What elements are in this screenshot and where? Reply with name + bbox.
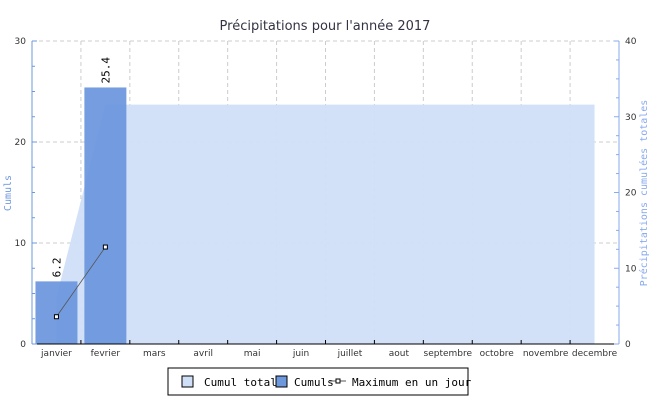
x-tick-label: avril — [193, 349, 213, 359]
y-tick-label: 10 — [15, 239, 27, 249]
y-tick-label: 30 — [15, 37, 27, 47]
y2-tick-label: 10 — [625, 264, 637, 274]
chart-title: Précipitations pour l'année 2017 — [220, 19, 431, 34]
axes: janvier fevrier mars avril mai juin juillet aou… — [15, 37, 637, 359]
x-tick-label: novembre — [523, 349, 569, 359]
y2-axis-label: Précipitations cumulées totales — [638, 100, 650, 287]
legend: Cumul total Cumuls Maximum en un jour — [167, 367, 472, 396]
data-label-fevrier: 25.4 — [99, 57, 112, 84]
line-maximum — [56, 246, 106, 317]
x-tick-label: octobre — [480, 349, 515, 359]
bar-fevrier — [84, 87, 127, 345]
y-axis-label: Cumuls — [3, 175, 14, 211]
line-layer — [53, 244, 108, 320]
x-tick-label: aout — [389, 349, 410, 359]
bar-layer: 6.2 25.4 — [35, 57, 127, 345]
x-tick-label: janvier — [40, 349, 72, 359]
legend-label-maximum: Maximum en un jour — [352, 376, 472, 389]
x-tick-label: mars — [143, 349, 166, 359]
y-tick-label: 20 — [15, 138, 27, 148]
area-cumul-total — [56, 104, 595, 344]
x-tick-label: decembre — [572, 349, 618, 359]
legend-swatch-cumul-total — [181, 375, 194, 388]
x-tick-label: fevrier — [91, 349, 121, 359]
line-point — [53, 314, 59, 320]
line-point — [102, 244, 108, 250]
bar-janvier — [35, 281, 78, 344]
y2-tick-label: 20 — [625, 189, 637, 199]
legend-swatch-cumuls — [275, 375, 288, 388]
x-tick-label: septembre — [424, 349, 473, 359]
y2-tick-label: 0 — [625, 340, 631, 350]
y2-tick-label: 40 — [625, 37, 637, 47]
x-tick-label: juillet — [337, 349, 363, 359]
legend-label-cumul-total: Cumul total — [204, 376, 277, 389]
y2-tick-label: 30 — [625, 113, 637, 123]
x-tick-label: juin — [292, 349, 309, 359]
area-layer — [56, 104, 595, 344]
data-label-janvier: 6.2 — [50, 258, 63, 278]
x-tick-label: mai — [244, 349, 261, 359]
legend-label-cumuls: Cumuls — [294, 376, 334, 389]
y-tick-label: 0 — [20, 340, 26, 350]
